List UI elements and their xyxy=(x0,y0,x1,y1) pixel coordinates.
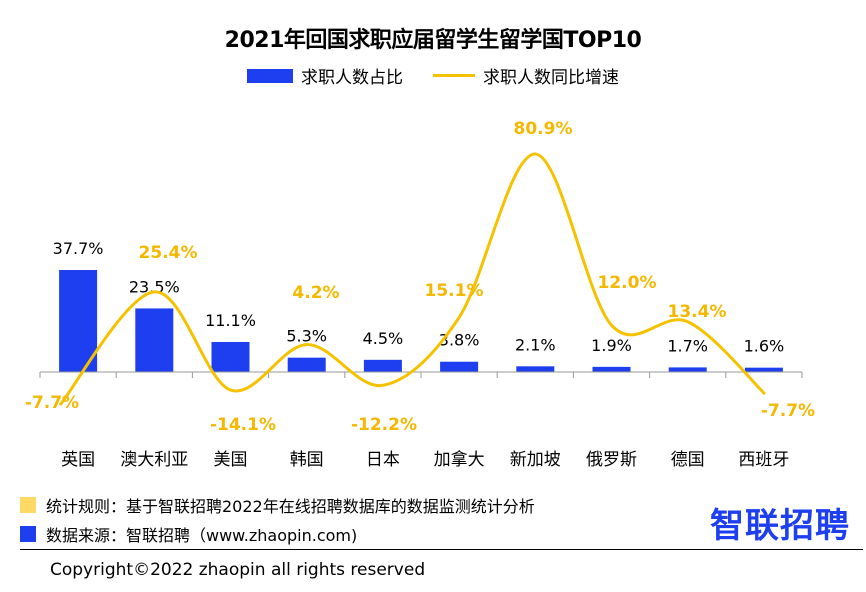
combo-chart: 英国 澳大利亚 美国 韩国 日本 加拿大 新加坡 俄罗斯 德国 西班牙 37.7% 23.5% 11.1… xyxy=(25,119,815,470)
bar-0 xyxy=(59,270,98,372)
source-note-text: 数据来源：智联招聘（www.zhaopin.com) xyxy=(46,526,358,545)
line-value-label-3: 4.2% xyxy=(292,283,339,303)
category-label-0: 英国 xyxy=(61,450,95,470)
bar-value-label-1: 23.5% xyxy=(129,277,180,296)
bar-value-label-7: 1.9% xyxy=(591,336,632,355)
bar-5 xyxy=(440,361,479,372)
rule-note-text: 统计规则：基于智联招聘2022年在线招聘数据库的数据监测统计分析 xyxy=(46,497,535,516)
legend-bar-label: 求职人数占比 xyxy=(301,68,403,88)
line-value-label-8: 13.4% xyxy=(668,302,727,322)
bar-6 xyxy=(516,366,555,372)
legend-line-label: 求职人数同比增速 xyxy=(483,68,619,88)
legend-item-bar: 求职人数占比 xyxy=(247,63,403,88)
copyright-text: Copyright©2022 zhaopin all rights reserv… xyxy=(50,560,426,580)
category-label-1: 澳大利亚 xyxy=(120,450,188,470)
bar-value-label-2: 11.1% xyxy=(205,311,256,330)
bar-value-label-9: 1.6% xyxy=(744,337,785,356)
category-label-2: 美国 xyxy=(214,450,248,470)
category-label-7: 俄罗斯 xyxy=(586,450,637,470)
chart-legend: 求职人数占比 求职人数同比增速 xyxy=(0,63,866,88)
line-value-label-6: 80.9% xyxy=(514,119,573,139)
bar-value-label-5: 3.8% xyxy=(439,331,480,350)
source-note: 数据来源：智联招聘（www.zhaopin.com) xyxy=(20,522,357,546)
rule-note-square xyxy=(20,497,36,513)
bar-9 xyxy=(744,367,783,372)
bar-value-label-6: 2.1% xyxy=(515,335,556,354)
line-value-label-4: -12.2% xyxy=(351,415,417,435)
bar-value-label-4: 4.5% xyxy=(363,329,404,348)
bar-1 xyxy=(135,308,174,372)
legend-bar-swatch xyxy=(247,68,293,83)
growth-line xyxy=(58,152,767,406)
source-note-square xyxy=(20,526,36,542)
category-label-3: 韩国 xyxy=(290,450,324,470)
line-value-label-9: -7.7% xyxy=(761,401,815,421)
category-label-5: 加拿大 xyxy=(434,449,485,470)
category-label-6: 新加坡 xyxy=(510,450,561,470)
bar-2 xyxy=(211,341,250,372)
bar-8 xyxy=(668,367,707,372)
chart-title: 2021年回国求职应届留学生留学国TOP10 xyxy=(224,28,642,53)
category-label-4: 日本 xyxy=(366,450,400,470)
bar-value-label-0: 37.7% xyxy=(53,239,104,258)
footer-divider xyxy=(20,549,863,550)
bar-7 xyxy=(592,366,631,372)
line-value-label-1: 25.4% xyxy=(139,243,198,263)
line-value-label-0: -7.7% xyxy=(25,393,79,413)
bar-3 xyxy=(287,357,326,372)
line-value-label-5: 15.1% xyxy=(425,281,484,301)
zhaopin-logo: 智联招聘 xyxy=(710,506,850,546)
line-value-label-2: -14.1% xyxy=(210,415,276,435)
legend-item-line: 求职人数同比增速 xyxy=(433,63,619,88)
bar-value-label-3: 5.3% xyxy=(286,327,327,346)
bar-value-label-8: 1.7% xyxy=(667,336,708,355)
legend-line-swatch xyxy=(433,74,475,77)
category-label-8: 德国 xyxy=(671,450,705,470)
bar-4 xyxy=(363,359,402,372)
line-value-label-7: 12.0% xyxy=(598,273,657,293)
category-label-9: 西班牙 xyxy=(738,450,789,470)
rule-note: 统计规则：基于智联招聘2022年在线招聘数据库的数据监测统计分析 xyxy=(20,493,535,517)
